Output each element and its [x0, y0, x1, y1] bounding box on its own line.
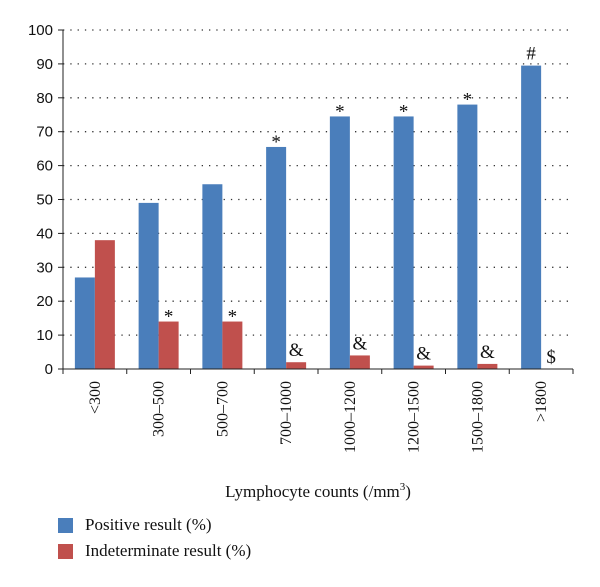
bar-s0-2 [202, 184, 223, 369]
bar-s1-5 [413, 365, 434, 369]
y-tick-label-80: 80 [36, 90, 53, 107]
y-tick-label-0: 0 [45, 361, 53, 378]
legend-swatch-positive [58, 517, 73, 533]
x-tick-label-6: 1500–1800 [469, 381, 486, 453]
bar-s0-3 [266, 146, 287, 369]
x-tick-labels: <300 300–500 500–700 700–1000 1000–1200 1200–… [87, 381, 550, 453]
x-tick-label-7: >1800 [533, 381, 550, 422]
legend-item-positive: Positive result (%) [58, 512, 251, 538]
x-tick-label-1: 300–500 [151, 381, 168, 437]
legend-item-indeterminate: Indeterminate result (%) [58, 538, 251, 564]
bar-s0-5 [393, 116, 414, 369]
legend: Positive result (%) Indeterminate result… [58, 512, 251, 564]
marker-s1-6: & [480, 342, 495, 363]
marker-s1-2: * [228, 307, 238, 328]
bar-s1-2 [222, 321, 243, 369]
y-tick-labels: 0 10 20 30 40 50 60 70 80 90 100 [28, 22, 53, 378]
bar-s1-4 [349, 355, 370, 369]
x-axis-title: Lymphocyte counts (/mm3) [225, 481, 411, 501]
legend-swatch-indeterminate [58, 543, 73, 559]
bars [74, 65, 542, 369]
x-tick-label-3: 700–1000 [278, 381, 295, 445]
y-tick-label-70: 70 [36, 124, 53, 141]
legend-label-indeterminate: Indeterminate result (%) [85, 541, 252, 560]
y-tick-label-20: 20 [36, 293, 53, 310]
bar-s1-3 [286, 362, 307, 369]
marker-s1-4: & [352, 333, 367, 354]
marker-s1-1: * [164, 307, 174, 328]
y-tick-label-10: 10 [36, 327, 53, 344]
significance-markers: * * * & * & * & * & # $ [164, 44, 556, 368]
marker-s1-7: $ [546, 347, 556, 368]
bar-s0-6 [457, 104, 478, 369]
y-tick-label-60: 60 [36, 158, 53, 175]
x-tick-label-2: 500–700 [214, 381, 231, 437]
axes [58, 29, 574, 374]
marker-s0-7: # [526, 44, 536, 65]
marker-s0-6: * [463, 90, 473, 111]
bar-s1-1 [158, 321, 179, 369]
bar-s0-7 [521, 65, 542, 369]
marker-s1-5: & [416, 344, 431, 365]
y-tick-label-40: 40 [36, 225, 53, 242]
marker-s0-5: * [399, 101, 409, 122]
y-tick-label-100: 100 [28, 22, 53, 39]
x-tick-label-4: 1000–1200 [342, 381, 359, 453]
bar-s0-4 [329, 116, 350, 369]
x-axis-title-text: Lymphocyte counts (/mm [225, 482, 400, 501]
bar-s0-1 [138, 202, 159, 369]
marker-s1-3: & [289, 340, 304, 361]
bar-s1-6 [477, 363, 498, 369]
bar-s0-0 [74, 277, 95, 369]
y-tick-label-50: 50 [36, 192, 53, 209]
y-tick-label-90: 90 [36, 56, 53, 73]
marker-s0-3: * [271, 132, 281, 153]
bar-s1-0 [94, 240, 115, 369]
y-tick-label-30: 30 [36, 259, 53, 276]
x-tick-label-0: <300 [87, 381, 104, 414]
x-tick-label-5: 1200–1500 [406, 381, 423, 453]
marker-s0-4: * [335, 101, 345, 122]
x-axis-title-superscript: 3 [400, 481, 406, 493]
legend-label-positive: Positive result (%) [85, 515, 212, 534]
x-axis-title-suffix: ) [405, 482, 411, 501]
